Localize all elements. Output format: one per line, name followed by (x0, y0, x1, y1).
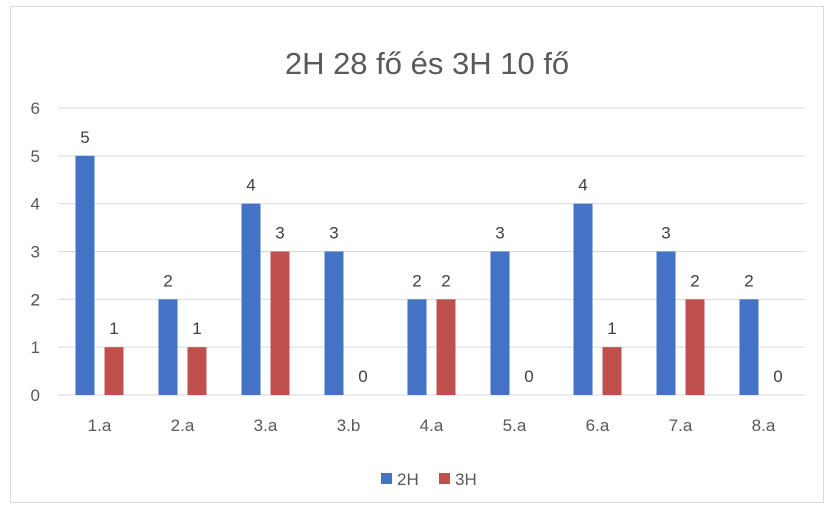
x-axis-ticks: 1.a 2.a 3.a 3.b 4.a 5.a 6.a 7.a 8.a (88, 416, 776, 435)
bar-2H-7.a (656, 251, 676, 395)
bar-2H-8.a (739, 299, 759, 395)
data-label: 3 (661, 224, 670, 243)
y-tick-label: 5 (31, 147, 40, 166)
bar-3H-4.a (436, 299, 456, 395)
bar-2H-2.a (158, 299, 178, 395)
bar-2H-3.a (241, 203, 261, 395)
data-label: 1 (192, 319, 201, 338)
x-tick-label: 1.a (88, 416, 112, 435)
data-label: 0 (524, 367, 533, 386)
x-tick-label: 8.a (752, 416, 776, 435)
x-tick-label: 3.a (254, 416, 278, 435)
data-label: 5 (80, 128, 89, 147)
y-tick-label: 2 (31, 290, 40, 309)
bar-3H-1.a (104, 347, 124, 395)
x-tick-label: 4.a (420, 416, 444, 435)
data-label: 1 (109, 319, 118, 338)
data-label: 2 (441, 271, 450, 290)
y-tick-label: 3 (31, 243, 40, 262)
y-tick-label: 0 (31, 386, 40, 405)
x-tick-label: 6.a (586, 416, 610, 435)
bar-2H-1.a (75, 155, 95, 395)
bar-2H-5.a (490, 251, 510, 395)
y-tick-label: 6 (31, 99, 40, 118)
bar-2H-6.a (573, 203, 593, 395)
data-label: 4 (578, 176, 587, 195)
data-label: 4 (246, 176, 255, 195)
bar-2H-4.a (407, 299, 427, 395)
data-label: 2 (163, 271, 172, 290)
legend-swatch-3H (439, 473, 450, 484)
x-tick-label: 5.a (503, 416, 527, 435)
data-label: 1 (607, 319, 616, 338)
bar-3H-2.a (187, 347, 207, 395)
bar-3H-3.a (270, 251, 290, 395)
data-label: 2 (412, 271, 421, 290)
x-tick-label: 3.b (337, 416, 361, 435)
gridlines (58, 107, 805, 396)
bar-3H-7.a (685, 299, 705, 395)
data-label: 3 (275, 224, 284, 243)
data-label: 3 (495, 224, 504, 243)
data-labels: 5 1 2 1 4 3 3 0 2 2 3 0 4 1 3 2 2 0 (80, 128, 782, 386)
data-label: 0 (773, 367, 782, 386)
y-tick-label: 1 (31, 338, 40, 357)
legend-label-3H: 3H (455, 470, 477, 489)
data-label: 2 (744, 271, 753, 290)
x-tick-label: 2.a (171, 416, 195, 435)
bars (75, 155, 759, 395)
data-label: 3 (329, 224, 338, 243)
data-label: 2 (690, 271, 699, 290)
legend-label-2H: 2H (397, 470, 419, 489)
bar-3H-6.a (602, 347, 622, 395)
y-tick-label: 2 (31, 290, 40, 309)
legend: 2H 3H (381, 470, 477, 489)
chart-frame (10, 6, 824, 503)
chart-title: 2H 28 fő és 3H 10 fő (285, 46, 569, 81)
legend-swatch-2H (381, 473, 392, 484)
bar-2H-3.b (324, 251, 344, 395)
y-tick-label: 4 (31, 195, 40, 214)
data-label: 0 (358, 367, 367, 386)
x-tick-label: 7.a (669, 416, 693, 435)
